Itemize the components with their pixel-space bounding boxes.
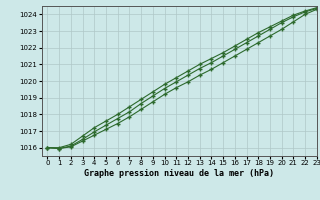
X-axis label: Graphe pression niveau de la mer (hPa): Graphe pression niveau de la mer (hPa) <box>84 169 274 178</box>
